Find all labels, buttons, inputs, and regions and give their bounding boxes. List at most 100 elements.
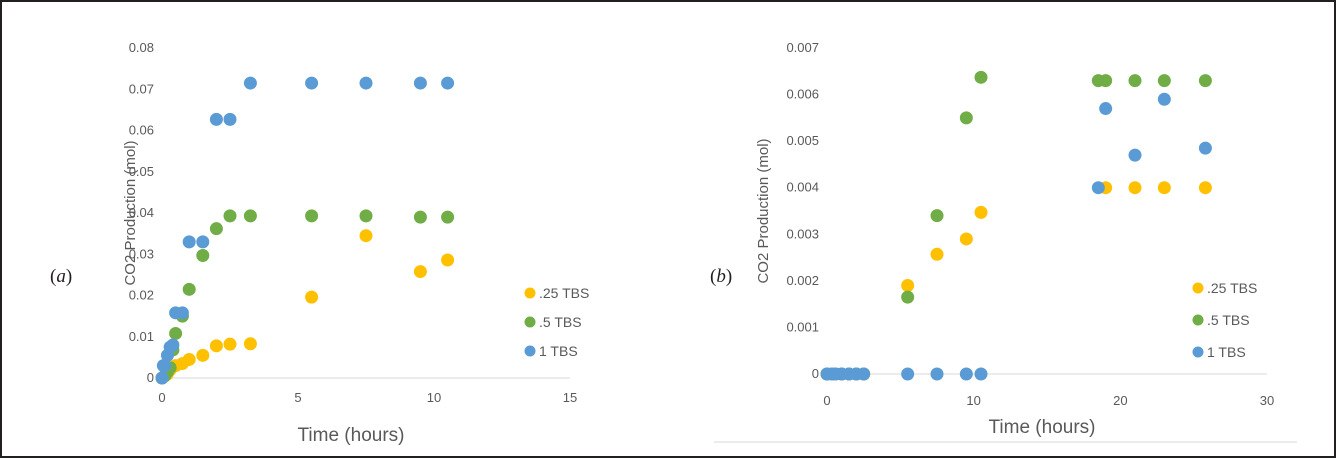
panel-a-data-point <box>305 76 319 90</box>
panel-b-legend-marker <box>1192 282 1204 294</box>
panel-a-data-point <box>182 352 196 366</box>
panel-a-data-point <box>243 337 257 351</box>
panel-b-y-axis-title: CO2 Production (mol) <box>755 138 772 283</box>
panel-a-data-point <box>359 229 373 243</box>
panel-a-data-point <box>209 222 223 236</box>
panel-b-data-point <box>901 279 915 293</box>
panel-a-data-point <box>413 265 427 279</box>
panel-b-data-point <box>974 205 988 219</box>
panel-a-data-point <box>223 337 237 351</box>
panel-b-x-tick-label: 20 <box>1113 393 1127 408</box>
panel-b-legend-marker <box>1192 346 1204 358</box>
panel-b-data-point <box>1157 74 1171 88</box>
panel-a-y-tick-label: 0.07 <box>129 81 154 96</box>
panel-b-data-point <box>1157 181 1171 195</box>
panel-a-data-point <box>441 210 455 224</box>
panel-a-data-point <box>359 76 373 90</box>
panel-a-y-tick-label: 0 <box>147 370 154 385</box>
panel-a-y-tick-label: 0.02 <box>129 288 154 303</box>
panel-b-data-point <box>959 232 973 246</box>
panel-b-y-tick-label: 0.001 <box>786 319 819 334</box>
panel-a-x-tick-label: 15 <box>563 390 577 405</box>
panel-a-legend-label: .25 TBS <box>539 285 589 301</box>
panel-a-data-point <box>209 112 223 126</box>
panel-b-data-point <box>1157 92 1171 106</box>
panel-a-x-tick-label: 0 <box>158 390 165 405</box>
panel-b-data-point <box>857 367 871 381</box>
panel-a-y-tick-label: 0.01 <box>129 329 154 344</box>
panel-b-x-tick-label: 10 <box>966 393 980 408</box>
panel-b-data-point <box>1099 74 1113 88</box>
panel-a-data-point <box>196 235 210 249</box>
panel-b-y-tick-label: 0.007 <box>786 40 819 55</box>
panel-b-data-point <box>974 70 988 84</box>
panel-b-data-point <box>930 209 944 223</box>
panel-b-y-tick-label: 0.002 <box>786 273 819 288</box>
panel-a-x-axis-title: Time (hours) <box>298 425 405 446</box>
panel-a-data-point <box>359 209 373 223</box>
panel-a-y-tick-label: 0.06 <box>129 123 154 138</box>
panel-a-y-tick-label: 0.03 <box>129 246 154 261</box>
panel-a-data-point <box>158 359 172 373</box>
panel-a-y-tick-label: 0.08 <box>129 40 154 55</box>
panel-a-y-axis-title: CO2 Production (mol) <box>122 140 139 285</box>
panel-b-data-point <box>1128 148 1142 162</box>
panel-a-data-point <box>223 112 237 126</box>
panel-a-y-tick-label: 0.04 <box>129 205 154 220</box>
panel-b-y-tick-label: 0.006 <box>786 87 819 102</box>
panel-a-data-point <box>243 209 257 223</box>
panel-a-data-point <box>441 76 455 90</box>
panel-a-legend-label: 1 TBS <box>539 343 578 359</box>
panel-b-data-point <box>1198 181 1212 195</box>
panel-a-data-point <box>305 290 319 304</box>
panel-b-data-point <box>1091 181 1105 195</box>
panel-b-x-tick-label: 30 <box>1260 393 1274 408</box>
panel-b-data-point <box>959 367 973 381</box>
panel-b-data-point <box>1198 141 1212 155</box>
panel-b-legend-label: .5 TBS <box>1207 312 1250 328</box>
panel-a-data-point <box>196 348 210 362</box>
panel-a-data-point <box>243 76 257 90</box>
panel-a-legend-marker <box>524 287 536 299</box>
panel-a-legend-label: .5 TBS <box>539 314 582 330</box>
panel-a-data-point <box>441 253 455 267</box>
panel-a-data-point <box>305 209 319 223</box>
panel-b-y-tick-label: 0.004 <box>786 180 819 195</box>
panel-b-data-point <box>930 247 944 261</box>
panel-a-data-point <box>196 248 210 262</box>
panel-a-data-point <box>166 338 180 352</box>
panel-a-data-point <box>223 209 237 223</box>
panel-a-panel-label: (a) <box>50 266 72 287</box>
panel-b-data-point <box>1128 181 1142 195</box>
panel-b-y-tick-label: 0 <box>812 366 819 381</box>
panel-a-data-point <box>155 371 169 385</box>
panel-b-y-tick-label: 0.005 <box>786 133 819 148</box>
panel-b-y-tick-label: 0.003 <box>786 226 819 241</box>
panel-a-legend-marker <box>524 316 536 328</box>
panel-a-data-point <box>413 210 427 224</box>
panel-b-legend-label: 1 TBS <box>1207 344 1246 360</box>
panel-a-data-point <box>182 235 196 249</box>
panel-b-data-point <box>901 290 915 304</box>
panel-b-data-point <box>1099 102 1113 116</box>
panel-b-data-point <box>930 367 944 381</box>
panel-b-legend-label: .25 TBS <box>1207 280 1257 296</box>
panel-a-data-point <box>175 306 189 320</box>
panel-a-data-point <box>413 76 427 90</box>
panel-a-data-point <box>182 282 196 296</box>
panel-b-panel-label: (b) <box>710 266 732 287</box>
panel-a-y-tick-label: 0.05 <box>129 164 154 179</box>
panel-b-x-axis-title: Time (hours) <box>989 417 1096 438</box>
panel-a-data-point <box>209 339 223 353</box>
panel-b-legend-marker <box>1192 314 1204 326</box>
panel-b-data-point <box>1198 74 1212 88</box>
panel-b-data-point <box>1128 74 1142 88</box>
panel-a-legend-marker <box>524 345 536 357</box>
panel-a-data-point <box>169 326 183 340</box>
panel-b-x-tick-label: 0 <box>823 393 830 408</box>
panel-b-data-point <box>901 367 915 381</box>
panel-b-data-point <box>959 111 973 125</box>
panel-a-x-tick-label: 5 <box>294 390 301 405</box>
